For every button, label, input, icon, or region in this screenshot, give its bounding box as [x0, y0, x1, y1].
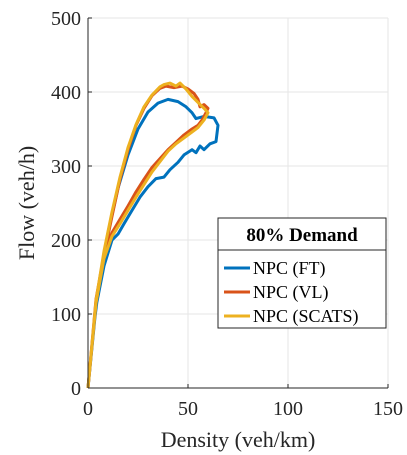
- legend-title: 80% Demand: [246, 225, 358, 246]
- legend: 80% Demand NPC (FT) NPC (VL) NPC (SCATS): [217, 217, 387, 329]
- legend-label-2: NPC (VL): [253, 282, 329, 303]
- grid: [88, 17, 389, 388]
- legend-entries: NPC (FT) NPC (VL) NPC (SCATS): [224, 258, 359, 327]
- x-tick-label: 150: [373, 398, 403, 420]
- y-axis-label: Flow (veh/h): [14, 146, 39, 260]
- x-tick-label: 0: [83, 398, 93, 420]
- y-tick-label: 100: [51, 304, 81, 326]
- x-tick-label: 100: [273, 398, 303, 420]
- y-tick-label: 200: [51, 230, 81, 252]
- legend-label-1: NPC (FT): [253, 258, 326, 279]
- x-tick-label: 50: [178, 398, 198, 420]
- y-tick-label: 0: [71, 378, 81, 400]
- legend-label-3: NPC (SCATS): [253, 306, 359, 327]
- y-tick-label: 400: [51, 82, 81, 104]
- tick-labels: 0 50 100 150 0 100 200 300 400 500: [51, 8, 403, 420]
- series-line-3: [86, 81, 210, 389]
- y-tick-label: 300: [51, 156, 81, 178]
- y-tick-label: 500: [51, 8, 81, 30]
- x-axis-label: Density (veh/km): [161, 427, 316, 452]
- series-layer: [86, 81, 220, 389]
- axes: [87, 17, 389, 389]
- legend-box: [217, 217, 387, 329]
- series-line-1: [86, 97, 220, 389]
